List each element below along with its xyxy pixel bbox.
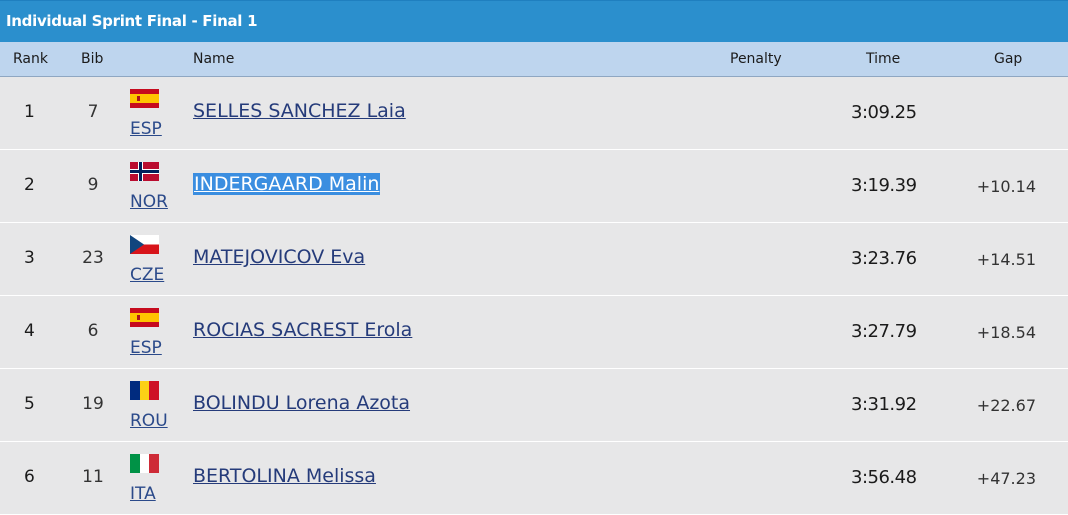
nation-link[interactable]: CZE (130, 265, 165, 285)
rank-cell: 1 (24, 102, 35, 122)
athlete-name-link[interactable]: BERTOLINA Melissa (193, 465, 376, 487)
bib-cell: 23 (82, 248, 104, 268)
rank-cell: 2 (24, 175, 35, 195)
time-cell: 3:09.25 (851, 102, 917, 123)
column-header-name: Name (193, 51, 235, 67)
time-cell: 3:19.39 (851, 175, 917, 196)
gap-cell: +18.54 (976, 323, 1036, 342)
gap-cell: +22.67 (976, 396, 1036, 415)
gap-cell: +14.51 (976, 250, 1036, 269)
italy-flag-icon (130, 454, 159, 473)
rank-cell: 4 (24, 321, 35, 341)
rank-cell: 6 (24, 467, 35, 487)
table-row: 1 7 ESP SELLES SANCHEZ Laia 3:09.25 (0, 77, 1068, 150)
table-row: 4 6 ESP ROCIAS SACREST Erola 3:27.79 +18… (0, 296, 1068, 369)
bib-cell: 11 (82, 467, 104, 487)
time-cell: 3:23.76 (851, 248, 917, 269)
time-cell: 3:31.92 (851, 394, 917, 415)
athlete-name-link[interactable]: SELLES SANCHEZ Laia (193, 100, 406, 122)
nation-link[interactable]: ESP (130, 119, 162, 139)
athlete-name-link[interactable]: BOLINDU Lorena Azota (193, 392, 411, 414)
romania-flag-icon (130, 381, 159, 400)
nation-link[interactable]: ITA (130, 484, 156, 504)
column-header-bib: Bib (81, 51, 104, 67)
table-row: 3 23 CZE MATEJOVICOV Eva 3:23.76 +14.51 (0, 223, 1068, 296)
bib-cell: 9 (87, 175, 99, 195)
column-header-penalty: Penalty (730, 51, 782, 67)
nation-link[interactable]: ROU (130, 411, 168, 431)
column-header-gap: Gap (994, 51, 1023, 67)
time-cell: 3:27.79 (851, 321, 917, 342)
athlete-name-link[interactable]: MATEJOVICOV Eva (193, 246, 366, 268)
table-row: 2 9 NOR INDERGAARD Malin 3:19.39 +10.14 (0, 150, 1068, 223)
rank-cell: 3 (24, 248, 35, 268)
athlete-name-link[interactable]: INDERGAARD Malin (193, 173, 381, 195)
czech-flag-icon (130, 235, 159, 254)
norway-flag-icon (130, 162, 159, 181)
table-header-row: Rank Bib Name Penalty Time Gap (0, 42, 1068, 77)
gap-cell: +47.23 (976, 469, 1036, 488)
column-header-time: Time (866, 51, 901, 67)
rank-cell: 5 (24, 394, 35, 414)
nation-link[interactable]: NOR (130, 192, 168, 212)
column-header-rank: Rank (13, 51, 48, 67)
spain-flag-icon (130, 89, 159, 108)
table-row: 6 11 ITA BERTOLINA Melissa 3:56.48 +47.2… (0, 442, 1068, 515)
table-title-bar: Individual Sprint Final - Final 1 (0, 0, 1068, 42)
bib-cell: 7 (87, 102, 99, 122)
athlete-name-link[interactable]: ROCIAS SACREST Erola (193, 319, 413, 341)
bib-cell: 19 (82, 394, 104, 414)
spain-flag-icon (130, 308, 159, 327)
nation-link[interactable]: ESP (130, 338, 162, 358)
table-title: Individual Sprint Final - Final 1 (6, 12, 258, 30)
time-cell: 3:56.48 (851, 467, 917, 488)
bib-cell: 6 (87, 321, 99, 341)
table-row: 5 19 ROU BOLINDU Lorena Azota 3:31.92 +2… (0, 369, 1068, 442)
gap-cell: +10.14 (976, 177, 1036, 196)
